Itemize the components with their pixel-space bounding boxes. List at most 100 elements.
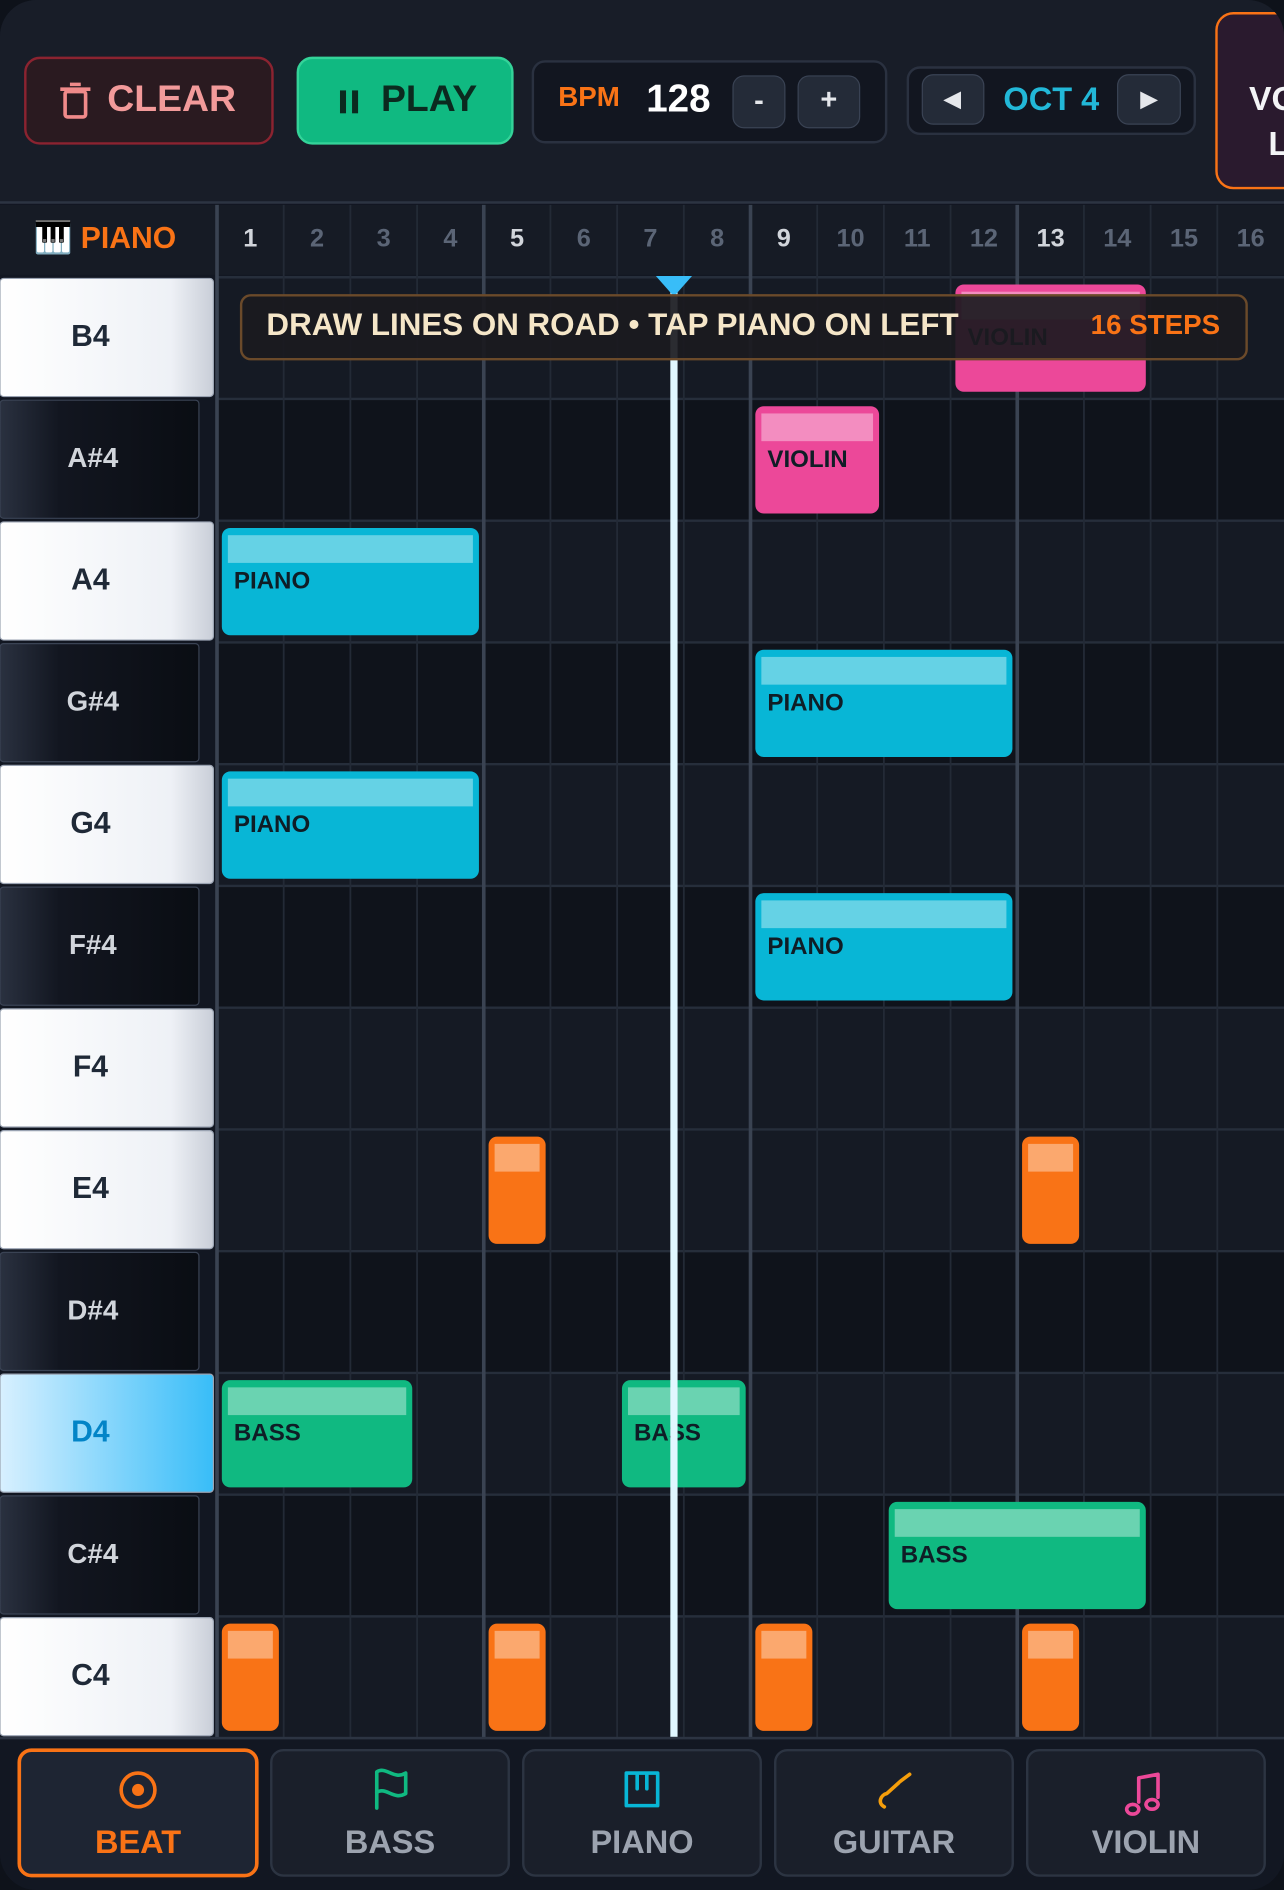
note-highlight — [761, 900, 1007, 929]
vocal-label: VO — [1249, 80, 1284, 118]
tab-icon — [132, 1783, 145, 1796]
key-label: F4 — [73, 1051, 108, 1084]
note-label: PIANO — [767, 933, 843, 960]
note[interactable] — [755, 649, 1013, 757]
step-number: 1 — [243, 225, 257, 253]
play-button[interactable] — [296, 56, 514, 145]
note[interactable] — [755, 406, 880, 514]
note-label: BASS — [234, 1420, 301, 1447]
note[interactable] — [621, 1380, 746, 1488]
step-number: 6 — [577, 225, 591, 253]
piano-key[interactable] — [0, 277, 214, 398]
step-number: 10 — [836, 225, 864, 253]
step-number: 8 — [710, 225, 724, 253]
step-number: 11 — [904, 225, 931, 253]
key-label: G#4 — [67, 686, 120, 717]
bpm-minus[interactable] — [732, 75, 786, 129]
bpm-plus[interactable] — [797, 75, 861, 129]
tab[interactable] — [774, 1748, 1014, 1877]
note-label: BASS — [901, 1541, 968, 1568]
step-number: 15 — [1170, 225, 1198, 253]
note-highlight — [627, 1387, 740, 1416]
tab[interactable] — [270, 1748, 510, 1877]
bpm-minus-label: - — [754, 85, 764, 117]
bpm-label: BPM — [558, 81, 620, 112]
instrument-label: PIANO — [81, 222, 176, 255]
step-header — [0, 204, 1284, 275]
note-highlight — [894, 1509, 1140, 1537]
note[interactable] — [221, 1380, 413, 1488]
tab-icon — [1124, 1772, 1160, 1816]
tab[interactable] — [1025, 1748, 1266, 1877]
note-label: VIOLIN — [767, 446, 847, 473]
piano-key[interactable] — [0, 521, 214, 641]
note[interactable] — [488, 1136, 546, 1244]
key-label: C4 — [71, 1659, 110, 1692]
clear-label: CLEAR — [107, 77, 236, 119]
step-number: 13 — [1037, 225, 1065, 253]
tab[interactable] — [522, 1748, 762, 1877]
trash-icon — [60, 82, 91, 119]
tab-label: PIANO — [590, 1824, 693, 1860]
vocal-button[interactable] — [1215, 12, 1284, 190]
note-highlight — [494, 1630, 540, 1659]
piano-key[interactable] — [0, 1130, 214, 1250]
note[interactable] — [221, 771, 479, 879]
bpm-panel — [531, 60, 888, 144]
pause-icon — [339, 90, 359, 114]
note-highlight — [1028, 1143, 1074, 1172]
step-number: 5 — [510, 225, 524, 253]
tab-label: BASS — [345, 1824, 435, 1860]
hint-banner — [239, 294, 1248, 361]
octave-prev-label: ◀ — [943, 86, 962, 111]
octave-next[interactable] — [1117, 74, 1181, 125]
note-highlight — [761, 1630, 807, 1659]
piano-key[interactable] — [0, 1008, 214, 1128]
piano-key[interactable] — [0, 886, 200, 1006]
tab[interactable] — [17, 1748, 259, 1878]
key-label: B4 — [71, 320, 110, 353]
tab-icon — [624, 1771, 660, 1808]
step-number: 3 — [377, 225, 391, 253]
step-number: 14 — [1103, 225, 1131, 253]
step-number: 4 — [443, 225, 457, 253]
tab-label: VIOLIN — [1092, 1824, 1200, 1860]
octave-label: OCT 4 — [1003, 81, 1099, 117]
note-highlight — [1028, 1630, 1074, 1659]
note[interactable] — [888, 1501, 1146, 1610]
note-highlight — [227, 1387, 407, 1416]
piano-key[interactable] — [0, 764, 214, 885]
piano-key[interactable] — [0, 1251, 200, 1372]
octave-prev[interactable] — [921, 74, 985, 125]
tabs: BEAT BASS PIANO GUITAR VIOLIN — [17, 1748, 1266, 1878]
note[interactable] — [221, 527, 479, 636]
piano-key[interactable] — [0, 399, 200, 519]
play-label: PLAY — [381, 77, 477, 119]
piano-key[interactable] — [0, 1495, 200, 1615]
piano-key[interactable] — [0, 1616, 214, 1737]
key-label: A4 — [71, 564, 110, 597]
note-label: BASS — [634, 1420, 701, 1447]
piano-key[interactable] — [0, 643, 200, 763]
tab-label: BEAT — [95, 1824, 181, 1860]
step-number: 2 — [310, 225, 324, 253]
note-label: PIANO — [767, 689, 843, 716]
note[interactable] — [1022, 1623, 1080, 1731]
vocal-label: L — [1268, 125, 1284, 163]
key-label: D#4 — [67, 1294, 118, 1325]
notes: VIOLINVIOLINPIANOPIANOPIANOPIANOBASSBASS… — [221, 284, 1146, 1731]
step-number: 16 — [1237, 225, 1265, 253]
piano-key[interactable] — [0, 1373, 214, 1493]
octave-next-label: ▶ — [1140, 86, 1159, 111]
note[interactable] — [1022, 1136, 1080, 1244]
note[interactable] — [221, 1623, 279, 1731]
note[interactable] — [488, 1623, 546, 1731]
clear-button[interactable] — [24, 56, 274, 145]
note-highlight — [227, 535, 473, 563]
note[interactable] — [755, 893, 1013, 1001]
note-highlight — [761, 656, 1007, 685]
step-number: 12 — [970, 225, 998, 253]
note[interactable] — [755, 1623, 813, 1731]
